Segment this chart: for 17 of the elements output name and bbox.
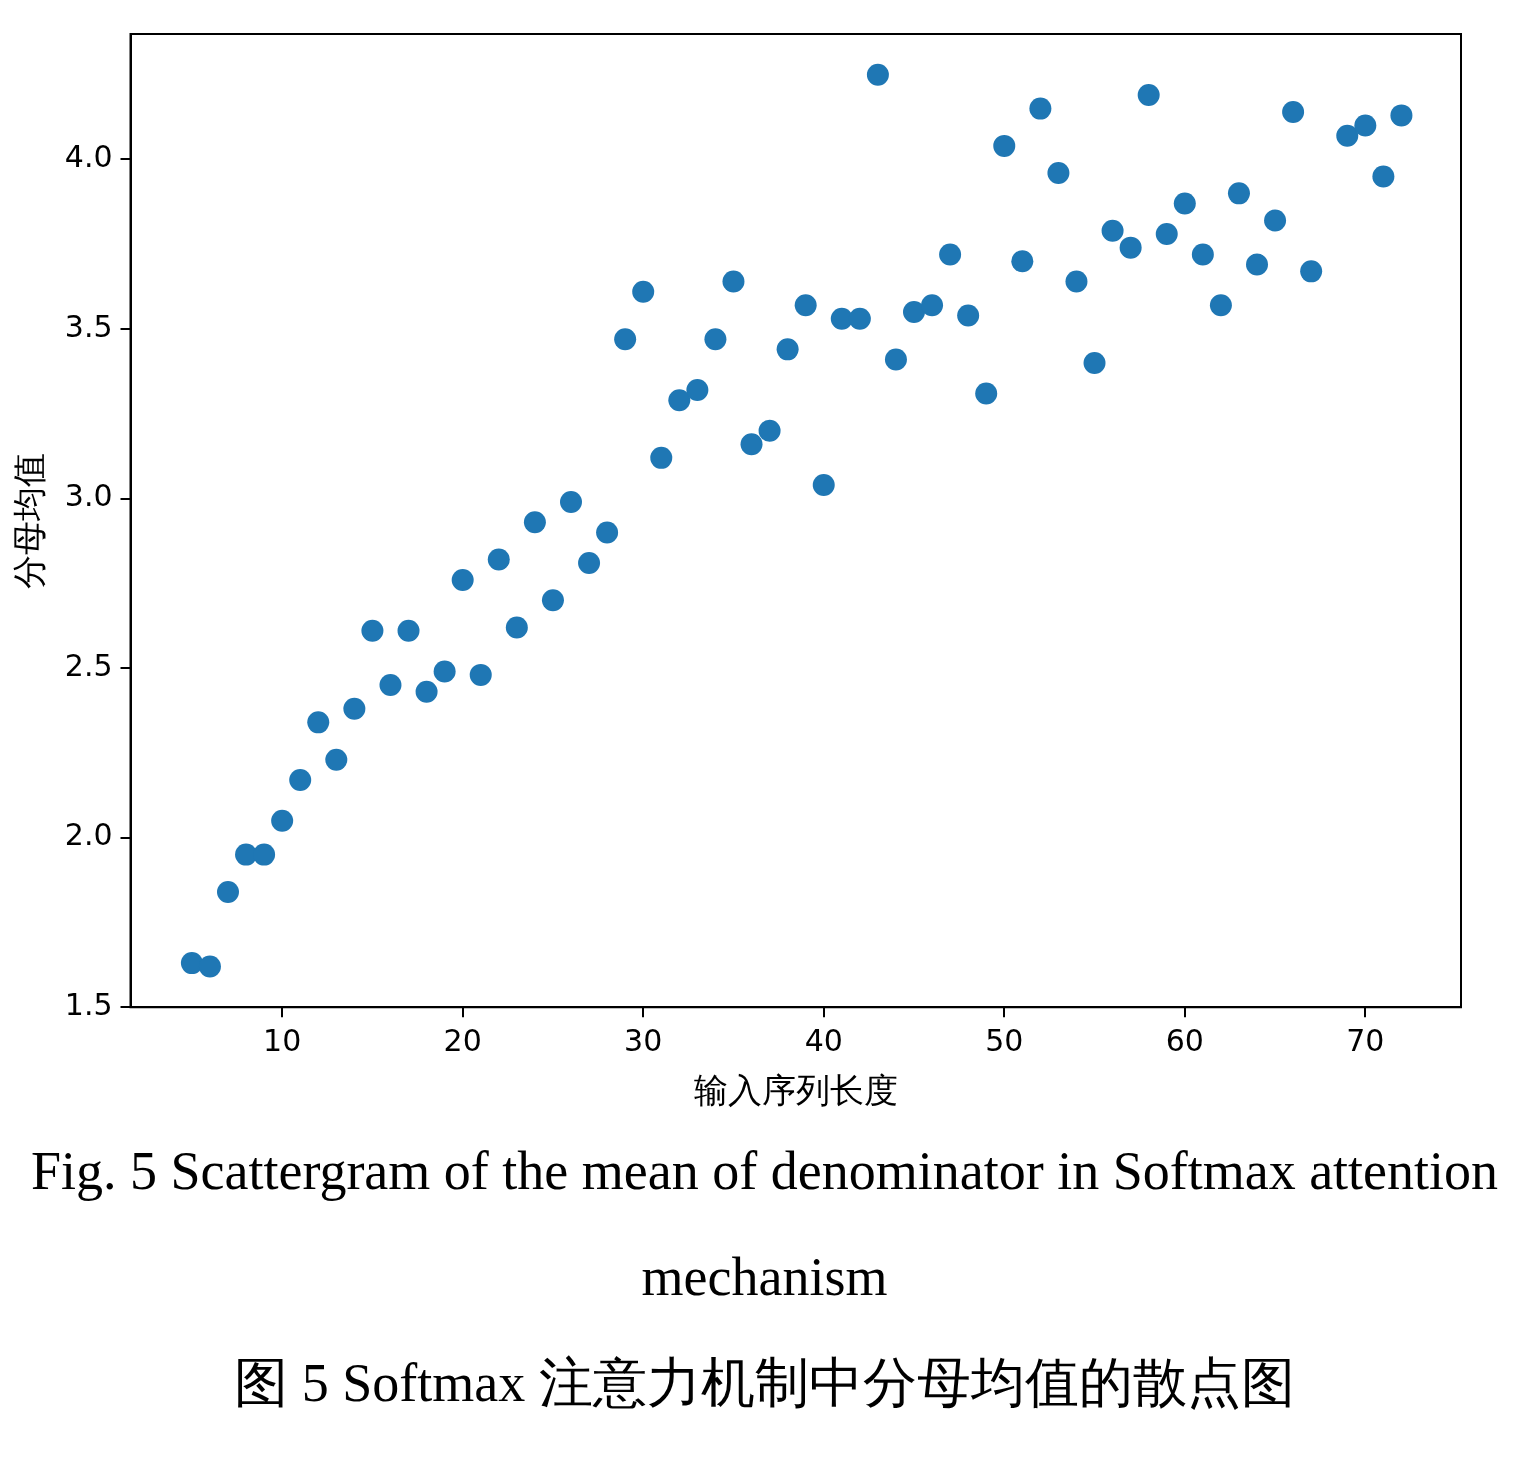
x-tick-label: 50 [985,1023,1024,1058]
caption: Fig. 5 Scattergram of the mean of denominator in Softmax attention mechanism [29,1140,1500,1309]
y-tick-label: 4.0 [64,139,113,175]
x-tick-label: 30 [624,1023,663,1058]
y-tick-label: 2.0 [64,817,113,853]
y-axis-title: 分母均值 [9,452,50,589]
x-tick-label: 40 [804,1023,843,1058]
y-tick-label: 3.0 [64,478,113,514]
x-tick-label: 20 [443,1023,482,1058]
x-axis-title: 输入序列长度 [693,1070,898,1111]
x-tick-label: 10 [263,1023,302,1058]
y-tick-label: 2.5 [64,647,113,683]
x-tick-label: 60 [1165,1023,1204,1058]
y-tick-label: 1.5 [64,987,113,1022]
y-tick-label: 3.5 [64,308,113,344]
x-tick-label: 70 [1346,1023,1385,1058]
caption: 图 5 Softmax 注意力机制中分母均值的散点图 [233,1352,1296,1415]
